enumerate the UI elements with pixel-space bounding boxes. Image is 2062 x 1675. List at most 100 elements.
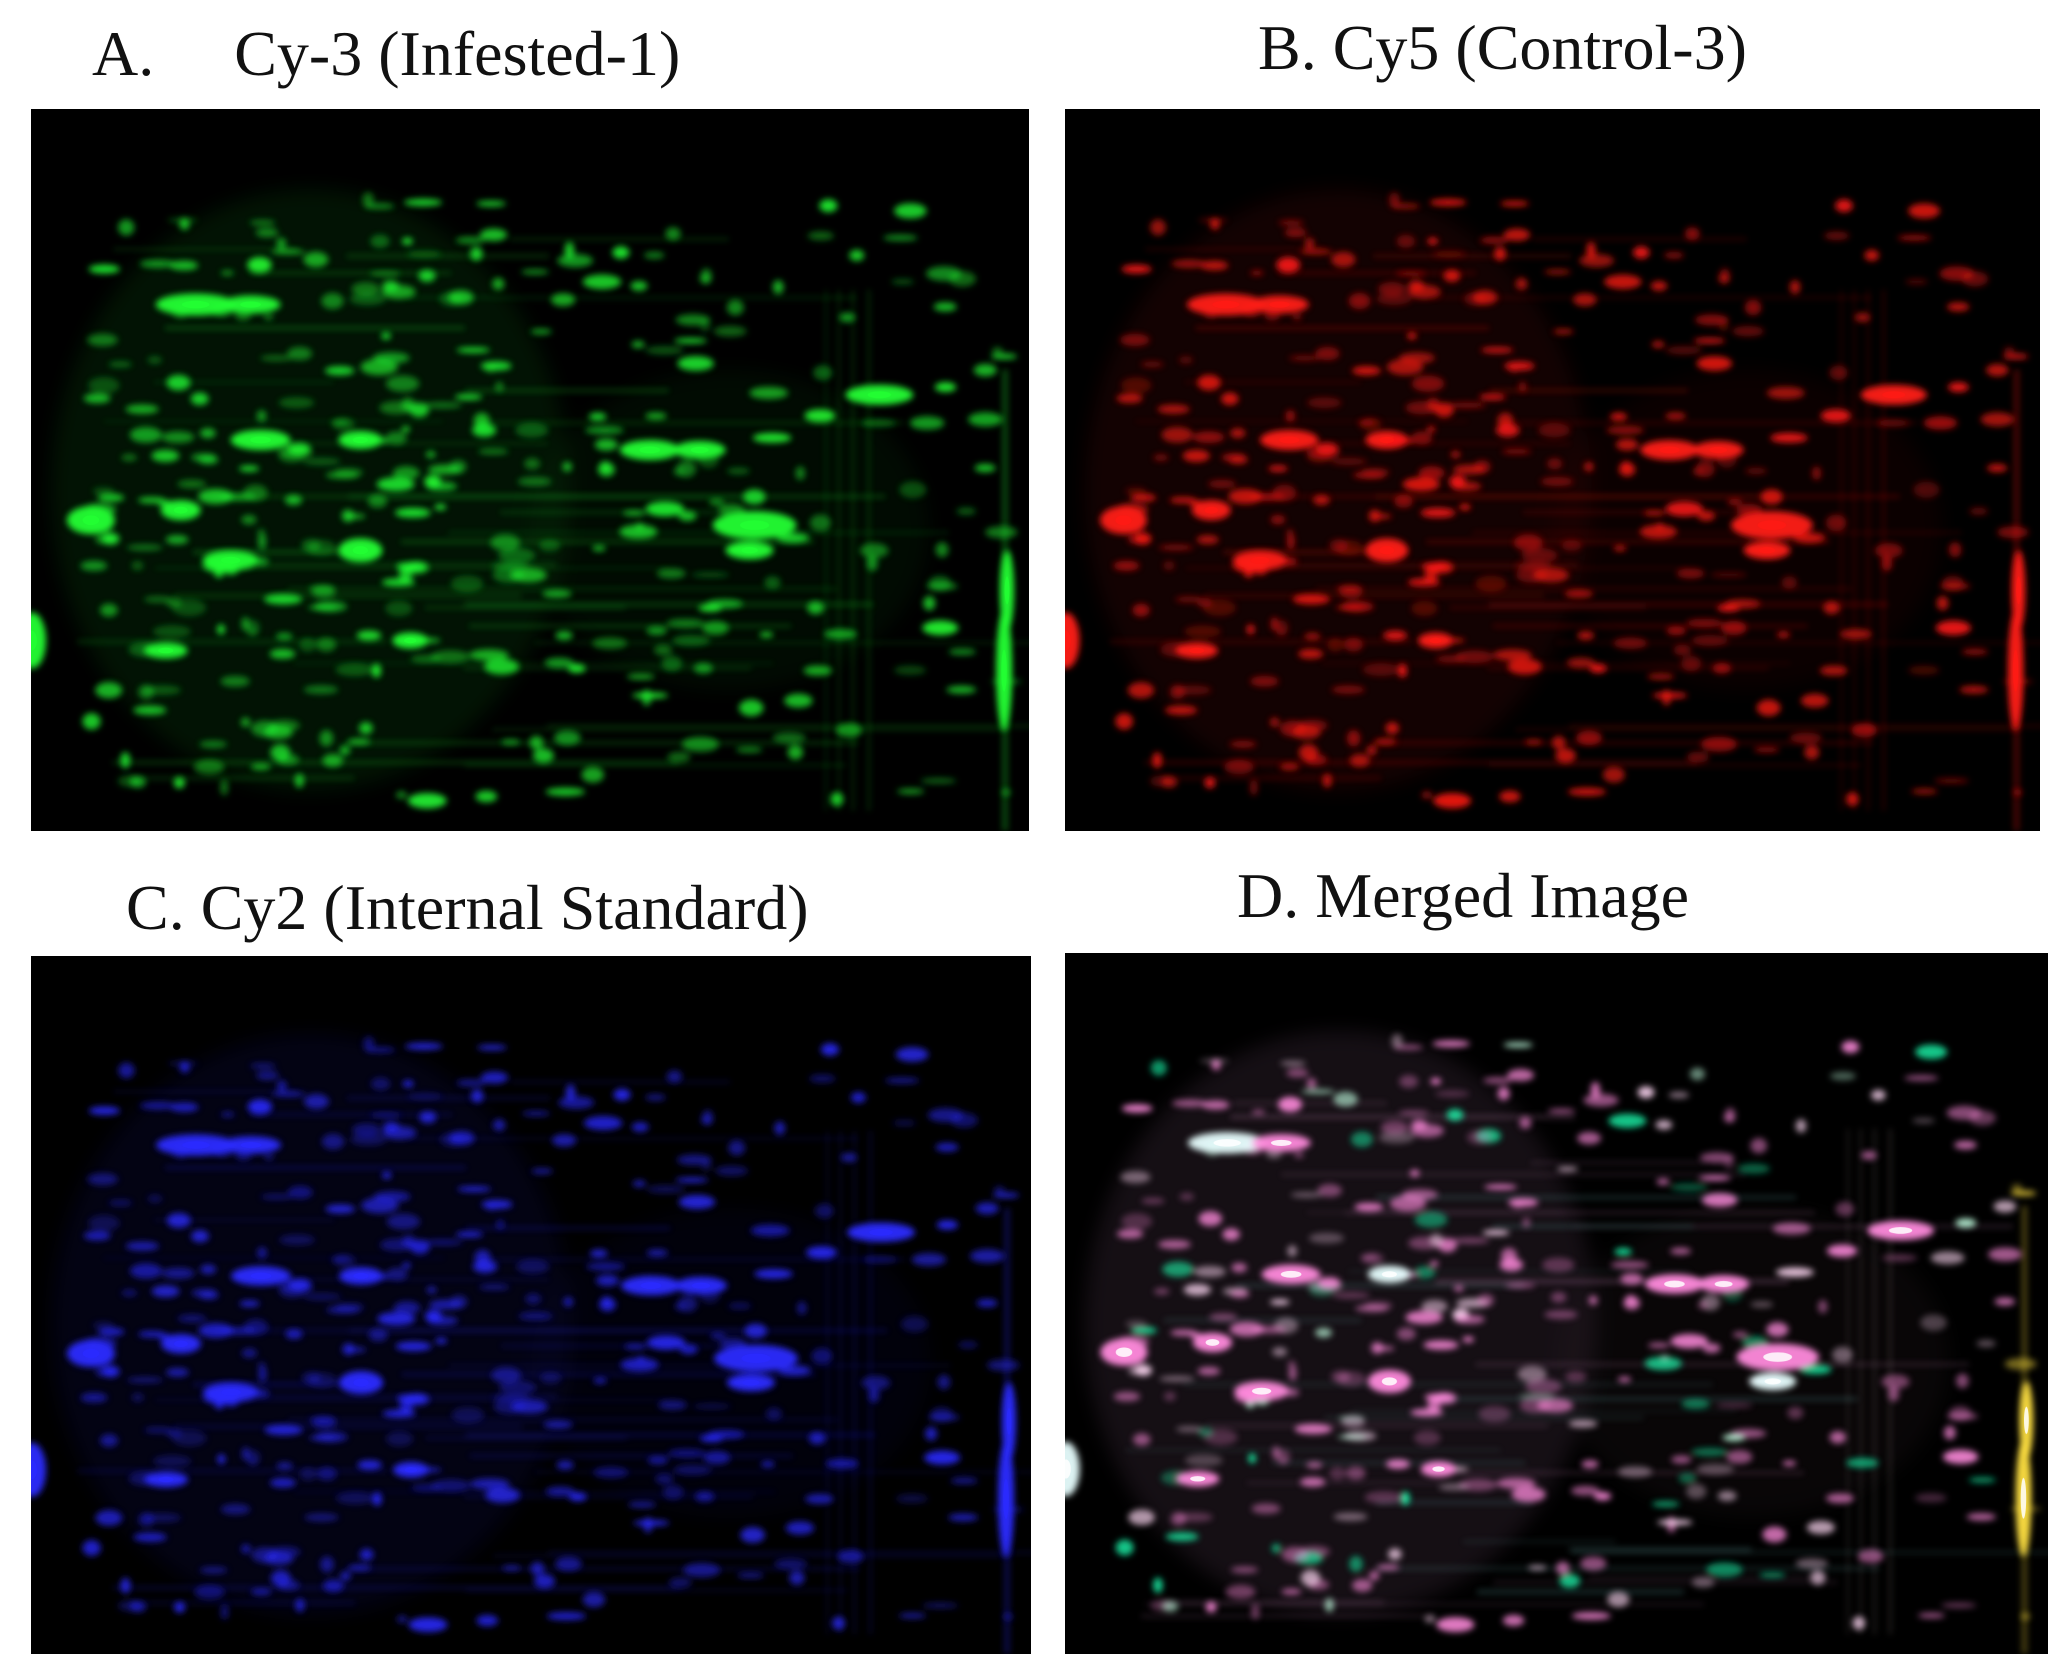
protein-spot xyxy=(1249,779,1258,796)
protein-spot xyxy=(1759,1572,1786,1578)
protein-spot xyxy=(1361,1252,1385,1266)
protein-spot xyxy=(1829,1431,1847,1444)
protein-spot xyxy=(31,612,46,669)
protein-spot xyxy=(385,600,413,617)
protein-spot xyxy=(2020,1613,2030,1620)
protein-spot xyxy=(457,1186,491,1192)
protein-spot xyxy=(368,1328,388,1342)
protein-spot xyxy=(1782,1460,1797,1466)
protein-spot xyxy=(1287,1245,1297,1257)
protein-spot xyxy=(340,1570,351,1581)
protein-spot xyxy=(371,663,382,678)
protein-spot xyxy=(1710,572,1748,578)
protein-spot xyxy=(1609,412,1628,421)
protein-spot xyxy=(968,412,1003,427)
protein-spot xyxy=(1668,1091,1690,1099)
protein-spot xyxy=(1912,1117,1935,1124)
protein-spot xyxy=(658,1399,688,1410)
protein-spot xyxy=(935,542,949,558)
protein-spot xyxy=(255,227,279,238)
protein-spot xyxy=(1499,790,1521,803)
protein-spot xyxy=(1632,246,1650,259)
protein-spot xyxy=(1655,1119,1673,1130)
protein-spot xyxy=(883,234,918,241)
protein-spot xyxy=(524,457,541,470)
protein-spot xyxy=(1221,392,1239,406)
protein-spot xyxy=(1969,1110,1996,1126)
protein-spot xyxy=(521,1111,551,1116)
protein-spot xyxy=(118,1062,135,1079)
protein-spot xyxy=(1603,274,1642,290)
protein-spot xyxy=(1346,1466,1366,1480)
protein-spot xyxy=(820,1043,840,1056)
protein-spot xyxy=(1681,1398,1710,1409)
protein-spot xyxy=(1386,358,1424,376)
protein-spot xyxy=(287,1278,312,1291)
protein-spot xyxy=(1364,1491,1403,1504)
protein-spot xyxy=(256,1070,279,1080)
protein-spot xyxy=(1665,345,1703,355)
protein-spot xyxy=(247,257,272,274)
protein-spot xyxy=(1826,1244,1858,1258)
protein-spot xyxy=(1954,1140,1977,1150)
protein-spot xyxy=(1224,759,1254,775)
protein-spot xyxy=(1368,1570,1380,1581)
protein-spot xyxy=(129,776,147,788)
protein-spot xyxy=(1299,249,1333,255)
protein-spot xyxy=(1376,1564,1400,1571)
protein-spot xyxy=(1614,1247,1632,1256)
protein-spot xyxy=(760,1461,775,1467)
protein-spot xyxy=(530,328,552,335)
protein-spot xyxy=(1270,514,1286,525)
protein-spot xyxy=(1770,432,1808,443)
protein-spot xyxy=(1332,1291,1371,1299)
protein-spot xyxy=(702,620,729,636)
protein-spot xyxy=(478,1284,510,1290)
protein-spot xyxy=(138,1512,155,1527)
protein-spot xyxy=(936,1220,959,1230)
protein-spot xyxy=(544,657,574,668)
protein-spot xyxy=(667,751,691,763)
protein-spot xyxy=(1421,562,1450,571)
protein-spot xyxy=(427,1316,459,1326)
protein-spot xyxy=(1418,466,1445,480)
protein-spot xyxy=(1380,1120,1409,1135)
protein-spot xyxy=(819,199,838,213)
protein-spot xyxy=(316,1467,337,1481)
protein-spot xyxy=(435,1337,448,1344)
protein-spot xyxy=(1272,1347,1288,1357)
protein-spot xyxy=(1541,1257,1575,1273)
protein-spot xyxy=(456,347,491,353)
protein-spot xyxy=(1832,1346,1853,1363)
protein-spot xyxy=(2002,353,2029,360)
protein-spot xyxy=(1317,1277,1341,1289)
protein-spot xyxy=(630,280,648,291)
protein-spot xyxy=(807,231,834,241)
protein-spot xyxy=(1941,1602,1977,1608)
protein-spot xyxy=(993,1186,1005,1194)
protein-spot xyxy=(1723,1113,1735,1123)
protein-spot-core xyxy=(640,1282,662,1290)
protein-spot xyxy=(738,699,764,717)
protein-spot xyxy=(1292,593,1331,605)
protein-spot xyxy=(991,347,1003,355)
protein-spot xyxy=(1371,1341,1384,1354)
protein-spot xyxy=(1427,237,1439,245)
protein-spot xyxy=(260,1194,293,1200)
protein-spot xyxy=(676,1154,712,1166)
protein-spot xyxy=(1432,250,1467,258)
protein-spot-core xyxy=(1251,1387,1272,1395)
protein-spot xyxy=(653,644,673,656)
protein-spot xyxy=(538,539,561,552)
protein-spot xyxy=(1157,1239,1191,1249)
protein-spot xyxy=(1150,1060,1167,1076)
protein-spot xyxy=(251,1588,272,1596)
protein-spot xyxy=(1617,1465,1653,1478)
protein-spot xyxy=(165,597,182,608)
protein-spot xyxy=(1335,604,1365,611)
protein-spot xyxy=(1795,1558,1829,1569)
protein-spot xyxy=(194,1585,225,1600)
protein-spot-core xyxy=(1270,1139,1292,1146)
protein-spot xyxy=(1127,682,1155,699)
protein-spot xyxy=(593,1377,607,1384)
